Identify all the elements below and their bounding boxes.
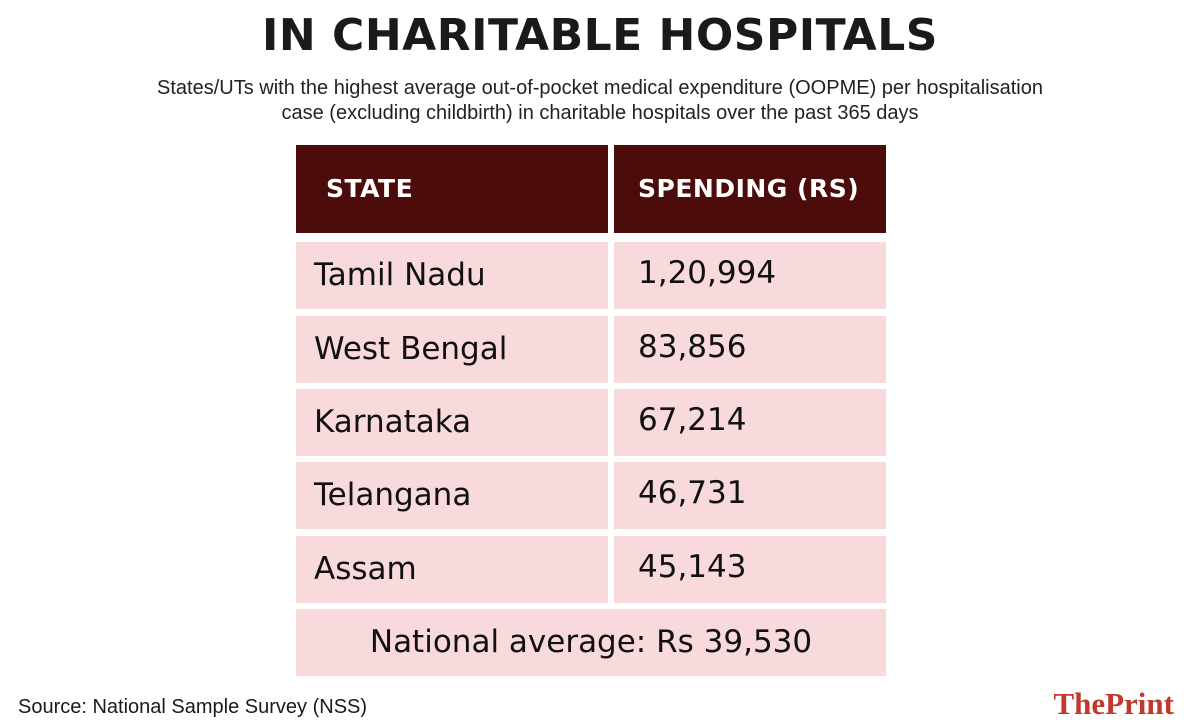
header-spending: SPENDING (RS) (614, 145, 886, 233)
source-note: Source: National Sample Survey (NSS) (18, 696, 368, 718)
table-row-spending: 67,214 (614, 389, 886, 456)
header-state: STATE (296, 145, 608, 233)
chart-subtitle: States/UTs with the highest average out-… (0, 76, 1200, 126)
table-row-spending: 83,856 (614, 316, 886, 383)
table-row-state: Telangana (296, 462, 608, 529)
table-row-spending: 46,731 (614, 462, 886, 529)
table-row-state: Assam (296, 536, 608, 603)
chart-title: IN CHARITABLE HOSPITALS (262, 10, 938, 61)
brand-logo: ThePrint (1053, 686, 1174, 721)
table-row-spending: 45,143 (614, 536, 886, 603)
table-row-state: Tamil Nadu (296, 242, 608, 309)
table-row-spending: 1,20,994 (614, 242, 886, 309)
subtitle-line-1: States/UTs with the highest average out-… (157, 77, 1043, 99)
table-row-state: Karnataka (296, 389, 608, 456)
table-row-state: West Bengal (296, 316, 608, 383)
national-average: National average: Rs 39,530 (296, 609, 886, 676)
subtitle-line-2: case (excluding childbirth) in charitabl… (281, 102, 919, 124)
